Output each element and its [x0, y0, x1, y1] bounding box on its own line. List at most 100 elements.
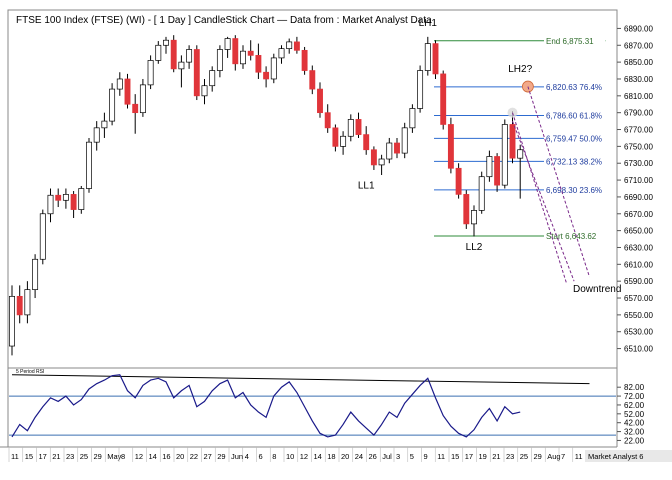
candle-body	[494, 156, 501, 186]
axis-caption: Market Analyst 6	[588, 452, 643, 461]
date-tick-label: 17	[39, 452, 47, 461]
price-tick-label: 6590.00	[624, 277, 653, 286]
date-tick-label: 4	[245, 452, 249, 461]
candle-body	[440, 73, 447, 125]
candle-body	[394, 142, 400, 154]
date-tick-label: Jul	[382, 452, 392, 461]
price-tick-label: 6790.00	[624, 109, 653, 118]
candle-body	[286, 41, 293, 49]
rsi-tick-label: 82.00	[624, 383, 645, 392]
price-tick-label: 6850.00	[624, 58, 653, 67]
price-tick-label: 6710.00	[624, 176, 653, 185]
chart-title: FTSE 100 Index (FTSE) (WI) - [ 1 Day ] C…	[16, 15, 432, 26]
date-tick-label: 25	[80, 452, 88, 461]
date-tick-label: 23	[506, 452, 514, 461]
level-label-bg	[544, 81, 616, 92]
candle-body	[424, 43, 431, 71]
candle-body	[209, 70, 216, 87]
date-tick-label: 12	[300, 452, 308, 461]
downtrend-line	[512, 120, 575, 282]
price-tick-label: 6530.00	[624, 328, 653, 337]
date-tick-label: 24	[355, 452, 363, 461]
date-tick-label: 14	[149, 452, 157, 461]
candle-body	[101, 120, 108, 129]
annotation-label: LH1	[419, 18, 438, 29]
candle-body	[478, 176, 485, 211]
candle-body	[255, 55, 262, 73]
price-tick-label: 6830.00	[624, 75, 653, 84]
candle-body	[455, 167, 462, 195]
date-tick-label: 21	[492, 452, 500, 461]
candle-body	[363, 134, 370, 151]
candle-body	[39, 213, 46, 260]
candle-body	[270, 57, 277, 80]
candle-body	[132, 103, 139, 114]
date-tick-label: May	[107, 452, 121, 461]
candle-body	[401, 127, 408, 154]
candle-body	[347, 119, 354, 137]
date-tick-label: 11	[437, 452, 445, 461]
candle-body	[147, 60, 154, 86]
level-label: 6,732.13 38.2%	[546, 157, 602, 166]
candle-body	[471, 210, 477, 225]
annotation-label: LH2?	[508, 64, 532, 75]
price-tick-label: 6670.00	[624, 210, 653, 219]
level-label-bg	[544, 231, 616, 242]
level-label: 6,820.63 76.4%	[546, 83, 602, 92]
date-tick-label: 5	[410, 452, 414, 461]
candle-body	[124, 78, 131, 105]
price-tick-label: 6770.00	[624, 126, 653, 135]
date-tick-label: 26	[369, 452, 377, 461]
level-label-bg	[544, 184, 616, 195]
date-tick-label: 12	[135, 452, 143, 461]
level-label: 6,759.47 50.0%	[546, 134, 602, 143]
date-tick-label: 7	[561, 452, 565, 461]
rsi-tick-label: 22.00	[624, 436, 645, 445]
candle-body	[70, 194, 77, 210]
candle-body	[378, 158, 385, 166]
candle-body	[232, 38, 239, 65]
price-tick-label: 6870.00	[624, 41, 653, 50]
candle-body	[47, 194, 54, 215]
candle-body	[509, 124, 516, 159]
rsi-tick-label: 62.00	[624, 401, 645, 410]
date-tick-label: 29	[217, 452, 225, 461]
date-tick-label: 18	[327, 452, 335, 461]
level-label-bg	[544, 110, 616, 121]
date-tick-label: 17	[465, 452, 473, 461]
candle-body	[139, 84, 146, 114]
annotation-label: LL2	[466, 242, 483, 253]
annotation-label: LL1	[358, 181, 375, 192]
date-tick-label: Jun	[231, 452, 243, 461]
candle-body	[93, 127, 100, 143]
date-tick-label: 3	[396, 452, 400, 461]
date-tick-label: 15	[25, 452, 33, 461]
candle-body	[247, 50, 254, 56]
candle-body	[109, 88, 116, 122]
level-label-bg	[544, 156, 616, 167]
rsi-tick-label: 52.00	[624, 410, 645, 419]
candle-body	[278, 48, 285, 59]
date-tick-label: 14	[314, 452, 322, 461]
date-tick-label: Aug	[547, 452, 560, 461]
date-tick-label: 29	[94, 452, 102, 461]
candle-body	[317, 88, 323, 114]
date-tick-label: 11	[11, 452, 19, 461]
price-tick-label: 6810.00	[624, 92, 653, 101]
candle-body	[201, 85, 208, 97]
candle-body	[370, 149, 377, 166]
level-label: Start 6,643.62	[546, 232, 597, 241]
rsi-line	[11, 374, 521, 438]
downtrend-line	[527, 86, 590, 278]
candle-body	[386, 142, 393, 160]
candle-body	[16, 295, 23, 316]
date-tick-label: 15	[451, 452, 459, 461]
date-tick-label: 20	[341, 452, 349, 461]
price-tick-label: 6570.00	[624, 294, 653, 303]
date-tick-label: 25	[520, 452, 528, 461]
date-tick-label: 8	[272, 452, 276, 461]
candle-body	[193, 49, 200, 97]
candle-body	[216, 49, 223, 71]
